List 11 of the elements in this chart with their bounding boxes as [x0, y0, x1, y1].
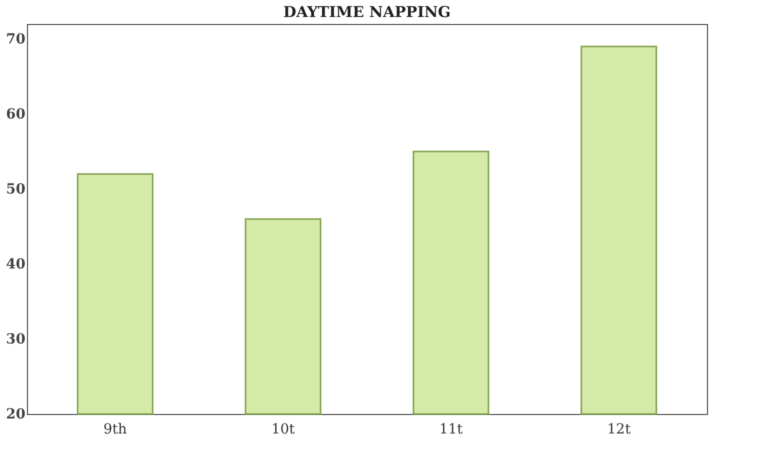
- chart-title: DAYTIME NAPPING: [283, 3, 451, 21]
- x-tick-label: 9th: [103, 422, 127, 438]
- y-tick-label: 50: [6, 182, 26, 198]
- x-tick-label: 10t: [271, 422, 296, 438]
- y-tick-label: 20: [6, 406, 26, 422]
- x-tick-label: 11t: [439, 422, 464, 438]
- y-tick-label: 70: [6, 32, 26, 48]
- y-tick-label: 60: [6, 106, 26, 122]
- y-tick-label: 40: [6, 256, 26, 272]
- y-tick-label: 30: [6, 332, 26, 348]
- x-tick-label: 12t: [607, 422, 631, 438]
